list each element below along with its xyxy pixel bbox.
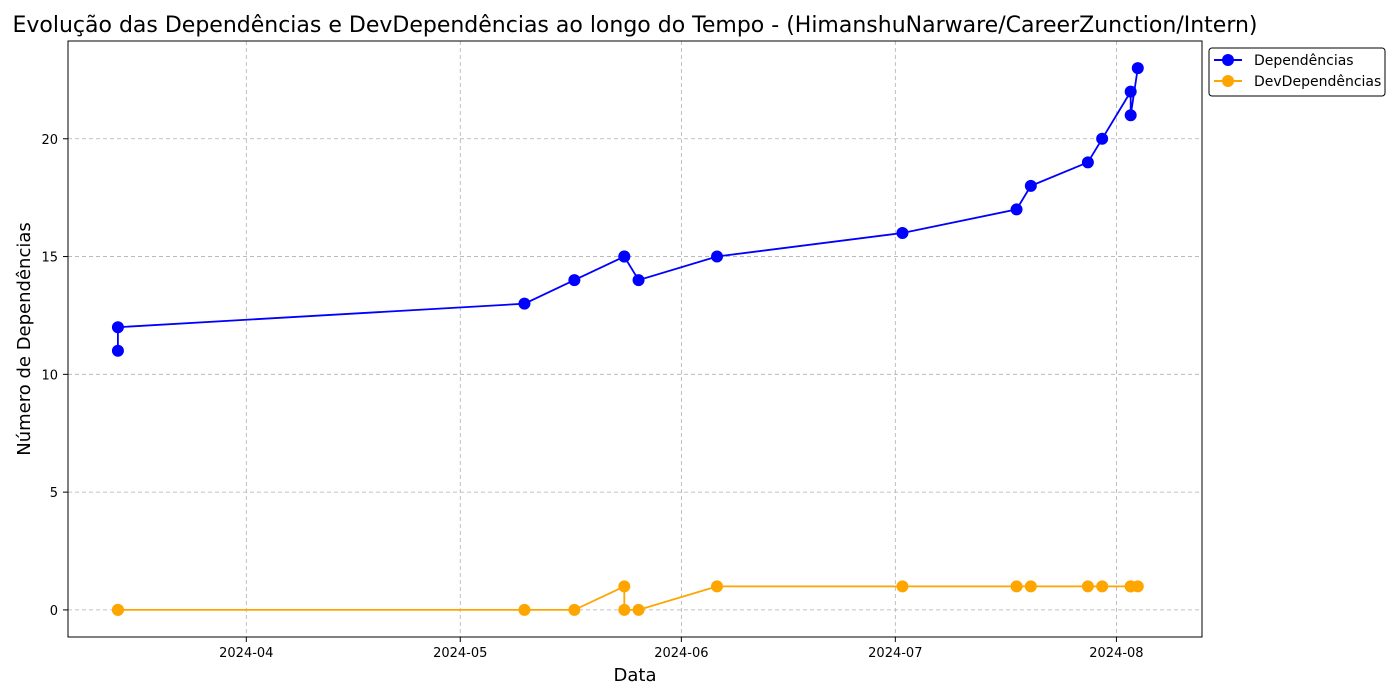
series-line-dependencias (117, 67, 1139, 351)
legend-frame (1208, 47, 1386, 97)
plot-frame (67, 40, 1203, 638)
data-point-dependencias (111, 344, 124, 357)
legend-marker-dependencias (1222, 54, 1234, 66)
data-point-dependencias (111, 321, 124, 334)
data-point-devdependencias (1010, 580, 1023, 593)
data-point-devdependencias (632, 603, 645, 616)
grid (68, 41, 1202, 637)
data-point-dependencias (1081, 156, 1094, 169)
data-point-dependencias (1131, 62, 1144, 75)
data-point-dependencias (1124, 85, 1137, 98)
data-point-dependencias (1124, 109, 1137, 122)
x-tick-label: 2024-08 (1089, 646, 1143, 661)
x-tick-label: 2024-04 (219, 646, 273, 661)
data-point-devdependencias (618, 603, 631, 616)
x-tick-label: 2024-06 (654, 646, 708, 661)
data-point-devdependencias (111, 603, 124, 616)
data-point-dependencias (632, 274, 645, 287)
data-point-dependencias (1024, 179, 1037, 192)
y-tick-label: 10 (41, 368, 58, 383)
y-axis-label: Número de Dependências (14, 222, 35, 456)
data-point-devdependencias (1096, 580, 1109, 593)
x-axis-label: Data (614, 665, 657, 686)
data-point-devdependencias (1024, 580, 1037, 593)
legend: Dependências DevDependências (1208, 47, 1386, 97)
x-tick-label: 2024-05 (433, 646, 487, 661)
data-point-devdependencias (896, 580, 909, 593)
legend-label-devdependencias: DevDependências (1254, 74, 1381, 90)
data-point-dependencias (711, 250, 724, 263)
data-point-dependencias (1096, 132, 1109, 145)
legend-marker-devdependencias (1222, 75, 1234, 87)
data-point-dependencias (618, 250, 631, 263)
y-tick-label: 0 (50, 604, 58, 619)
series-layer (111, 62, 1144, 616)
x-tick-label: 2024-07 (868, 646, 922, 661)
data-point-devdependencias (711, 580, 724, 593)
data-point-dependencias (1010, 203, 1023, 216)
data-point-devdependencias (568, 603, 581, 616)
x-axis: 2024-04 2024-05 2024-06 2024-07 2024-08 (219, 637, 1144, 661)
y-axis: 0 5 10 15 20 (41, 133, 68, 619)
data-point-devdependencias (618, 580, 631, 593)
y-tick-label: 15 (41, 251, 58, 266)
data-point-dependencias (518, 297, 531, 310)
data-point-devdependencias (1081, 580, 1094, 593)
chart-title: Evolução das Dependências e DevDependênc… (12, 13, 1257, 38)
legend-label-dependencias: Dependências (1254, 53, 1354, 69)
data-point-devdependencias (1131, 580, 1144, 593)
data-point-devdependencias (518, 603, 531, 616)
data-point-dependencias (568, 274, 581, 287)
y-tick-label: 5 (50, 486, 58, 501)
data-point-dependencias (896, 226, 909, 239)
y-tick-label: 20 (41, 133, 58, 148)
